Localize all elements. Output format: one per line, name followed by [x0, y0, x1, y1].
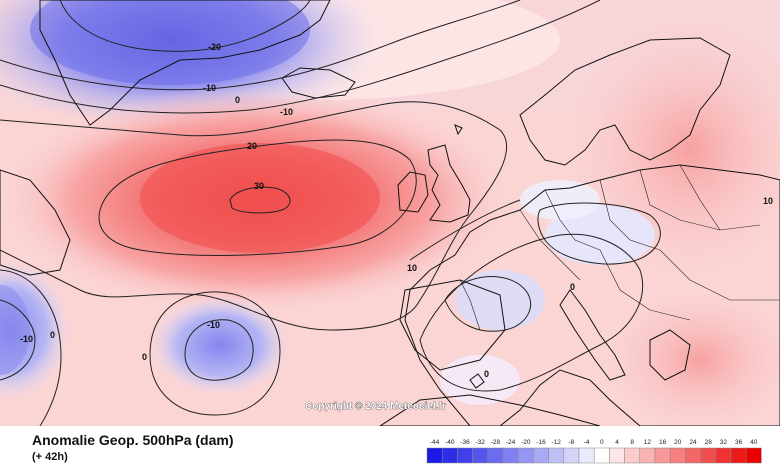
forecast-step: (+ 42h) [32, 451, 68, 463]
legend-tick-label: -28 [491, 439, 501, 446]
contour-label: -20 [208, 42, 221, 52]
legend-tick-label: -24 [506, 439, 516, 446]
legend-tick-label: 40 [750, 439, 758, 446]
contour-label: 0 [484, 369, 489, 379]
low-iberia [455, 270, 545, 330]
legend-color-box [517, 447, 534, 464]
legend-color-box [487, 447, 504, 464]
legend-color-box [457, 447, 473, 464]
legend-color-box [654, 447, 671, 464]
contour-label: 30 [254, 181, 264, 191]
copyright-notice: Copyright © 2024 Meteociel.fr [305, 401, 446, 412]
legend-tick-label: -20 [521, 439, 531, 446]
contour-label: 20 [247, 141, 257, 151]
legend-tick-label: -8 [569, 439, 575, 446]
legend-color-box [624, 447, 641, 464]
legend-tick-label: -4 [584, 439, 590, 446]
legend-tick-label: 8 [630, 439, 634, 446]
legend-color-box [669, 447, 686, 464]
contour-label: 0 [50, 330, 55, 340]
legend-color-box [502, 447, 519, 464]
contour-labels: -20 -10 0 -10 20 30 10 -10 0 -10 0 0 0 1… [20, 42, 773, 379]
coastlines [0, 0, 780, 426]
contour-label: -10 [203, 83, 216, 93]
legend-color-box [533, 447, 549, 464]
contour-label: 0 [235, 95, 240, 105]
geopotential-anomaly-map: -20 -10 0 -10 20 30 10 -10 0 -10 0 0 0 1… [0, 0, 780, 426]
legend-tick-label: -16 [536, 439, 546, 446]
legend-color-box [578, 447, 595, 464]
legend-tick-label: -40 [445, 439, 455, 446]
contour-label: 10 [407, 263, 417, 273]
legend-tick-label: 16 [659, 439, 667, 446]
legend-tick-label: -32 [475, 439, 485, 446]
legend-color-box [426, 447, 443, 464]
legend-color-box [548, 447, 565, 464]
contour-label: 10 [763, 196, 773, 206]
legend-tick-label: 20 [674, 439, 682, 446]
low-central-europe [545, 205, 655, 265]
legend-tick-label: 24 [689, 439, 697, 446]
legend-color-box [730, 447, 747, 464]
contour-label: -10 [280, 107, 293, 117]
legend-tick-label: 36 [735, 439, 743, 446]
legend-color-box [685, 447, 701, 464]
legend-color-box [563, 447, 580, 464]
legend-tick-label: -36 [460, 439, 470, 446]
legend-color-box [700, 447, 717, 464]
low-south-atlantic [150, 295, 290, 395]
contour-label: -10 [207, 320, 220, 330]
legend-tick-label: 32 [720, 439, 728, 446]
legend-color-box [441, 447, 458, 464]
contour-label: 0 [142, 352, 147, 362]
legend-color-box [593, 447, 610, 464]
legend-color-box [745, 447, 762, 464]
legend-color-box [472, 447, 489, 464]
legend-color-box [715, 447, 732, 464]
contour-label: -10 [20, 334, 33, 344]
legend-tick-label: -12 [551, 439, 561, 446]
country-borders [459, 164, 780, 331]
legend-tick-label: 28 [705, 439, 713, 446]
color-scale-legend: -44 -40 -36 -32 -28 -24 -20 -16 -12 -8 -4 0 4 8 12 16 20… [426, 439, 762, 464]
legend-tick-label: 0 [600, 439, 604, 446]
contour-lines [0, 0, 661, 426]
map-title: Anomalie Geop. 500hPa (dam) [32, 432, 234, 448]
legend-tick-label: -44 [430, 439, 440, 446]
legend-tick-label: 12 [644, 439, 652, 446]
legend-color-box [609, 447, 625, 464]
legend-tick-label: 4 [615, 439, 619, 446]
contour-label: 0 [570, 282, 575, 292]
legend-color-box [639, 447, 656, 464]
